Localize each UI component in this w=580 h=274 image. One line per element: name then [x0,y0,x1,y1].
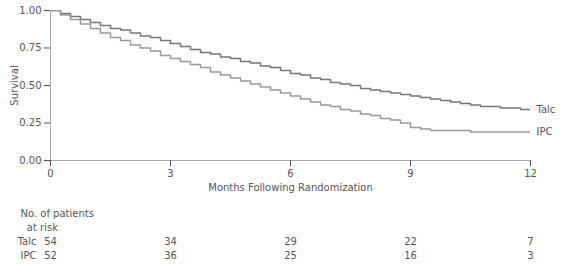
svg-text:52: 52 [44,250,57,261]
svg-text:3: 3 [167,168,173,179]
svg-text:34: 34 [164,236,177,247]
svg-text:0: 0 [47,168,53,179]
svg-text:IPC: IPC [21,250,37,261]
svg-text:Talc: Talc [17,236,37,247]
svg-text:1.00: 1.00 [19,5,41,16]
svg-text:Months Following Randomization: Months Following Randomization [208,182,372,193]
svg-text:at risk: at risk [21,222,59,233]
svg-text:7: 7 [527,236,533,247]
svg-text:IPC: IPC [537,126,553,137]
svg-text:0.25: 0.25 [19,117,41,128]
svg-text:6: 6 [287,168,293,179]
svg-text:0.75: 0.75 [19,42,41,53]
svg-text:No. of patients: No. of patients [21,208,94,219]
svg-text:Survival: Survival [9,65,20,105]
svg-text:25: 25 [284,250,297,261]
svg-text:36: 36 [164,250,177,261]
svg-text:16: 16 [404,250,417,261]
svg-text:54: 54 [44,236,57,247]
svg-text:12: 12 [524,168,537,179]
svg-text:22: 22 [404,236,417,247]
svg-text:0.00: 0.00 [19,155,41,166]
svg-text:Talc: Talc [536,104,556,115]
svg-text:9: 9 [407,168,413,179]
svg-text:3: 3 [527,250,533,261]
svg-text:0.50: 0.50 [19,80,41,91]
svg-text:29: 29 [284,236,297,247]
